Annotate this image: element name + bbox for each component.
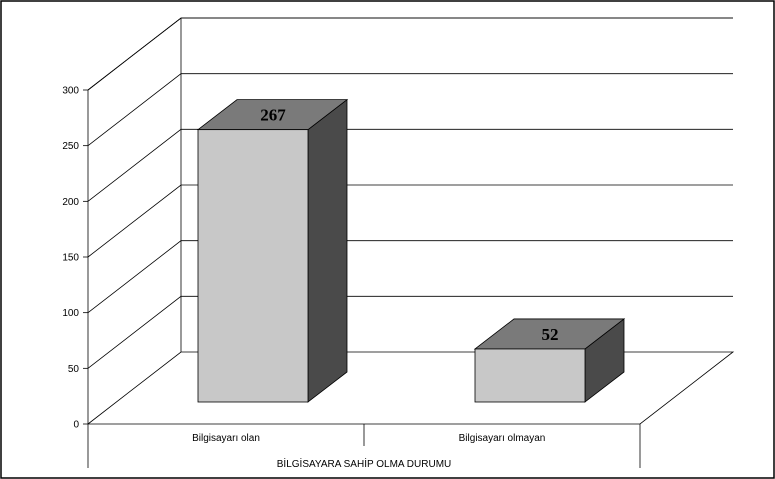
y-tick-label: 0 bbox=[73, 420, 79, 431]
bar-front bbox=[474, 348, 586, 403]
y-tick-label: 200 bbox=[62, 197, 79, 208]
bar bbox=[473, 318, 626, 403]
gridline bbox=[87, 295, 733, 369]
gridline bbox=[87, 240, 733, 313]
data-label: 52 bbox=[542, 325, 559, 344]
gridline bbox=[87, 128, 733, 202]
category-axis: Bilgisayarı olan Bilgisayarı olmayan bbox=[87, 424, 641, 468]
y-tick-label: 250 bbox=[62, 141, 79, 152]
bar bbox=[196, 98, 349, 403]
gridline bbox=[87, 17, 733, 91]
gridline bbox=[87, 184, 733, 258]
x-axis-title: BİLGİSAYARA SAHİP OLMA DURUMU bbox=[277, 457, 452, 470]
gridline bbox=[87, 73, 733, 146]
y-tick-label: 50 bbox=[68, 364, 80, 375]
gridlines bbox=[87, 17, 733, 369]
chart-floor bbox=[87, 351, 735, 425]
data-label: 267 bbox=[260, 106, 286, 125]
y-tick-label: 150 bbox=[62, 253, 79, 264]
category-label: Bilgisayarı olmayan bbox=[459, 433, 546, 444]
y-axis-ticks: 0 50 100 150 200 250 300 bbox=[62, 86, 88, 431]
bars bbox=[196, 98, 626, 403]
data-labels: 267 52 bbox=[260, 106, 558, 344]
category-label: Bilgisayarı olan bbox=[192, 433, 260, 444]
bar-front bbox=[197, 129, 309, 403]
y-tick-label: 100 bbox=[62, 308, 79, 319]
y-tick-label: 300 bbox=[62, 86, 79, 97]
bar-side bbox=[307, 98, 348, 403]
